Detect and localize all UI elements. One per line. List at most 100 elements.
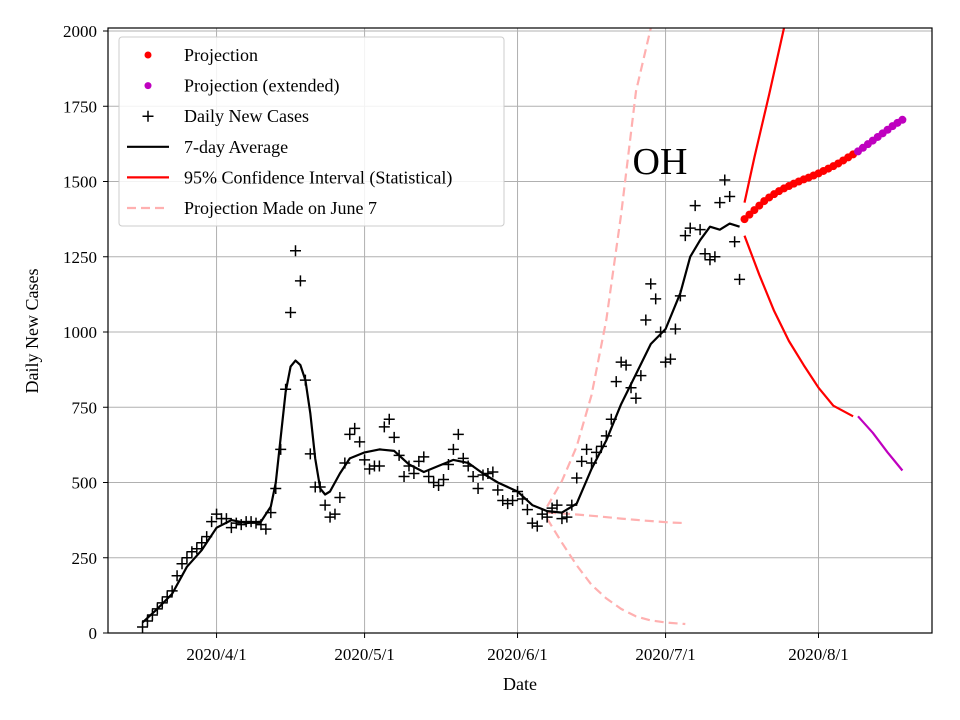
daily-case-point — [704, 254, 716, 266]
daily-case-point — [171, 570, 183, 582]
daily-case-point — [388, 431, 400, 443]
daily-case-point — [250, 517, 262, 529]
daily-case-point — [650, 293, 662, 305]
plot-frame — [107, 27, 933, 634]
daily-case-point — [428, 477, 440, 489]
daily-case-point — [378, 421, 390, 433]
daily-case-point — [166, 585, 178, 597]
y-tick-label: 250 — [72, 549, 98, 568]
legend-label: Projection (extended) — [184, 76, 339, 97]
y-tick-label: 1500 — [63, 173, 97, 192]
daily-case-point — [467, 470, 479, 482]
daily-case-point — [586, 457, 598, 469]
daily-case-point — [462, 460, 474, 472]
daily-case-point — [329, 508, 341, 520]
daily-case-point — [541, 511, 553, 523]
x-tick-label: 2020/8/1 — [788, 645, 848, 664]
daily-case-point — [260, 523, 272, 535]
daily-case-point — [684, 222, 696, 234]
daily-case-point — [507, 495, 519, 507]
axis-ticks: 2020/4/1 2020/5/1 2020/6/1 2020/7/1 2020/8/1… — [63, 22, 849, 664]
daily-case-point — [146, 609, 158, 621]
daily-case-point — [438, 473, 450, 485]
95-confidence-interval-statistical-line — [743, 235, 854, 418]
y-tick-label: 1250 — [63, 248, 97, 267]
daily-case-point — [516, 493, 528, 505]
daily-case-point — [280, 383, 292, 395]
y-axis-label: Daily New Cases — [22, 269, 42, 394]
daily-case-point — [196, 537, 208, 549]
daily-case-point — [694, 224, 706, 236]
daily-case-point — [334, 492, 346, 504]
daily-case-point — [359, 454, 371, 466]
projection-made-on-june-7-curve — [546, 28, 652, 508]
daily-case-point — [472, 483, 484, 495]
daily-case-point — [595, 440, 607, 452]
daily-case-point — [418, 451, 430, 463]
y-tick-label: 0 — [89, 624, 98, 643]
daily-case-point — [734, 273, 746, 285]
plot-data — [137, 28, 907, 633]
daily-case-point — [477, 469, 489, 481]
x-tick-label: 2020/7/1 — [635, 645, 695, 664]
legend-dot-icon — [144, 51, 152, 59]
y-tick-label: 2000 — [63, 22, 97, 41]
daily-case-point — [245, 516, 257, 528]
daily-case-point — [551, 499, 563, 511]
daily-case-point — [151, 603, 163, 615]
daily-case-point — [605, 413, 617, 425]
plot-area — [137, 28, 907, 633]
daily-case-point — [561, 511, 573, 523]
daily-case-point — [285, 306, 297, 318]
daily-case-point — [714, 197, 726, 209]
daily-case-point — [645, 278, 657, 290]
daily-case-point — [206, 516, 218, 528]
legend-label: Daily New Cases — [184, 106, 309, 126]
daily-case-point — [413, 455, 425, 467]
daily-case-point — [482, 467, 494, 479]
daily-case-point — [408, 467, 420, 479]
y-tick-label: 750 — [72, 398, 98, 417]
projection-extended-point — [898, 115, 907, 124]
daily-case-point — [364, 463, 376, 475]
daily-case-point — [590, 446, 602, 458]
panel-title: OH — [633, 141, 688, 183]
daily-case-point — [610, 376, 622, 388]
y-tick-label: 1750 — [63, 97, 97, 116]
daily-case-point — [615, 356, 627, 368]
y-tick-label: 1000 — [63, 323, 97, 342]
legend-label: Projection Made on June 7 — [184, 198, 377, 218]
legend-dot-icon — [144, 82, 152, 90]
daily-case-point — [211, 508, 223, 520]
daily-case-point — [270, 483, 282, 495]
projection-made-on-june-7-curve — [546, 518, 686, 626]
daily-case-point — [689, 200, 701, 212]
daily-case-point — [339, 457, 351, 469]
daily-case-point — [447, 443, 459, 455]
daily-case-point — [566, 499, 578, 511]
daily-case-point — [640, 314, 652, 326]
daily-case-point — [201, 531, 213, 543]
y-tick-label: 500 — [72, 474, 98, 493]
daily-case-point — [176, 558, 188, 570]
daily-case-point — [719, 174, 731, 186]
daily-case-point — [674, 290, 686, 302]
daily-case-point — [571, 472, 583, 484]
legend-label: 95% Confidence Interval (Statistical) — [184, 167, 452, 188]
daily-case-point — [423, 470, 435, 482]
daily-case-point — [275, 443, 287, 455]
daily-case-point — [225, 522, 237, 534]
legend-label: Projection — [184, 45, 258, 65]
daily-case-point — [487, 466, 499, 478]
legend-label: 7-day Average — [184, 137, 288, 157]
legend: Projection Projection (extended) Daily New… — [118, 36, 505, 227]
daily-case-point — [349, 422, 361, 434]
daily-case-point — [403, 460, 415, 472]
daily-case-point — [709, 251, 721, 263]
daily-case-point — [502, 498, 514, 510]
daily-case-point — [729, 236, 741, 248]
daily-case-point — [137, 621, 149, 633]
daily-case-point — [581, 443, 593, 455]
ci-extended-line — [857, 415, 904, 472]
